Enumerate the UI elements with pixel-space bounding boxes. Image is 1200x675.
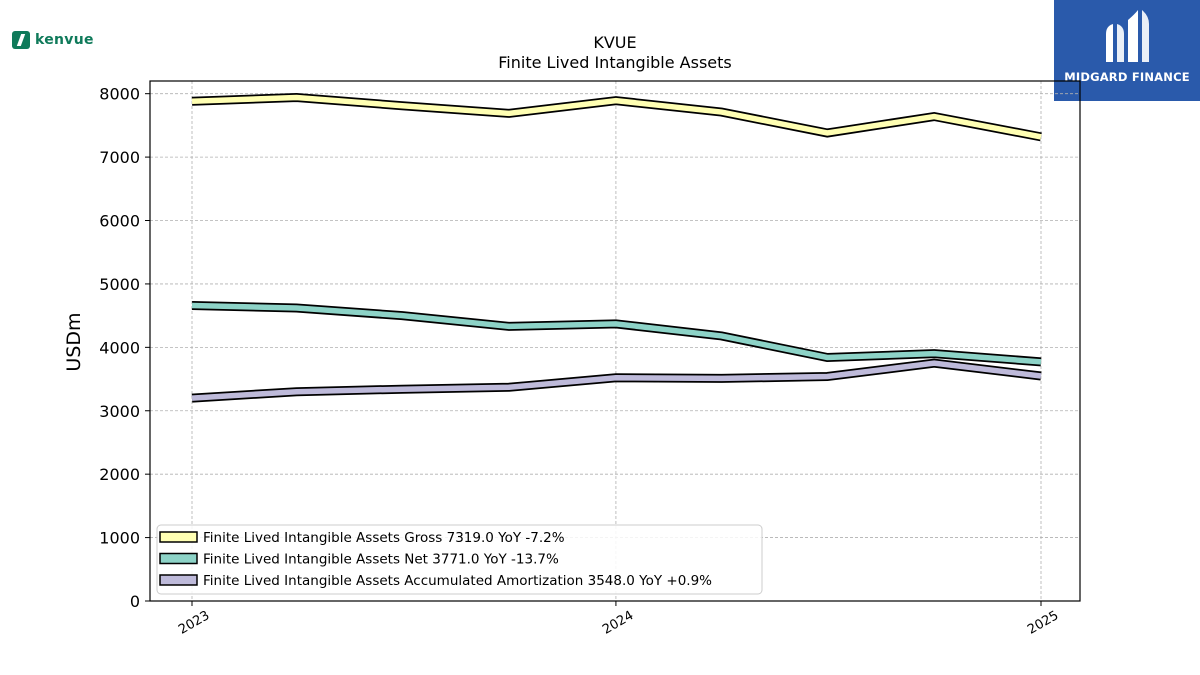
y-tick-label: 4000 xyxy=(99,338,140,357)
x-tick-label: 2024 xyxy=(600,608,636,638)
midgard-mark-icon xyxy=(1106,10,1149,62)
kenvue-logo: kenvue xyxy=(12,28,94,52)
midgard-finance-logo: MIDGARD FINANCE xyxy=(1054,0,1200,101)
midgard-logo-text: MIDGARD FINANCE xyxy=(1064,70,1190,84)
chart-subtitle: Finite Lived Intangible Assets xyxy=(498,53,731,72)
y-tick-label: 5000 xyxy=(99,275,140,294)
y-tick-label: 2000 xyxy=(99,465,140,484)
series-line xyxy=(191,302,1042,365)
y-tick-label: 8000 xyxy=(99,85,140,104)
series-group xyxy=(191,92,1042,403)
legend-label: Finite Lived Intangible Assets Net 3771.… xyxy=(203,552,559,568)
kenvue-mark-icon xyxy=(12,31,30,49)
kenvue-logo-text: kenvue xyxy=(35,32,94,48)
chart-title: KVUE xyxy=(593,33,636,52)
legend-swatch xyxy=(159,552,198,565)
series-line xyxy=(191,94,1042,140)
y-tick-label: 6000 xyxy=(99,212,140,231)
legend-swatch xyxy=(159,531,198,543)
legend: Finite Lived Intangible Assets Gross 731… xyxy=(156,524,763,595)
grid xyxy=(150,81,1080,602)
x-tick-label: 2025 xyxy=(1025,608,1061,638)
y-tick-label: 1000 xyxy=(99,529,140,548)
plot-frame xyxy=(149,80,1081,602)
y-tick-label: 3000 xyxy=(99,402,140,421)
y-axis-label: USDm xyxy=(63,312,85,371)
legend-swatch xyxy=(159,574,198,586)
legend-label: Finite Lived Intangible Assets Gross 731… xyxy=(203,530,565,546)
legend-label: Finite Lived Intangible Assets Accumulat… xyxy=(203,573,712,589)
series-line xyxy=(191,360,1042,401)
legend-box xyxy=(156,524,763,595)
y-tick-label: 7000 xyxy=(99,148,140,167)
x-tick-label: 2023 xyxy=(176,608,212,638)
y-tick-label: 0 xyxy=(130,592,140,611)
